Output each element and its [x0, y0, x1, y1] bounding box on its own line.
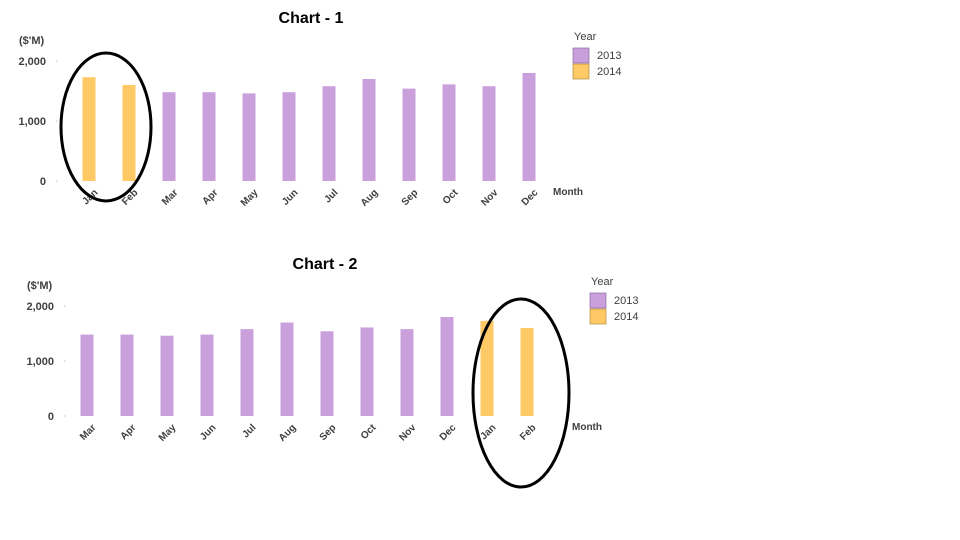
- x-axis-label: Month: [553, 187, 583, 198]
- bar-jun-2013: [200, 334, 214, 416]
- y-tick-mark: [64, 415, 66, 417]
- legend-label-2014: 2014: [597, 66, 621, 78]
- x-tick-label: Feb: [518, 422, 538, 442]
- x-tick-label: Mar: [78, 422, 98, 442]
- bar-jun-2013: [282, 92, 296, 181]
- y-tick-label: 0: [40, 176, 46, 188]
- legend-title: Year: [574, 31, 597, 43]
- legend: Year 2013 2014: [572, 31, 621, 80]
- y-tick-mark: [56, 60, 58, 62]
- y-tick-label: 0: [48, 411, 54, 423]
- highlight-circle: [471, 297, 571, 489]
- legend: Year 2013 2014: [589, 276, 638, 325]
- y-tick-label: 2,000: [26, 301, 54, 313]
- legend-label-2013: 2013: [614, 295, 638, 307]
- y-tick-label: 2,000: [18, 56, 46, 68]
- bar-mar-2013: [80, 334, 94, 416]
- x-tick-label: Sep: [318, 422, 339, 443]
- x-tick-label: Dec: [438, 422, 459, 443]
- bar-nov-2013: [400, 329, 414, 416]
- x-tick-label: Jul: [240, 422, 258, 440]
- bar-aug-2013: [362, 79, 376, 181]
- x-tick-label: Mar: [160, 187, 180, 207]
- legend-label-2014: 2014: [614, 311, 638, 323]
- bar-apr-2013: [120, 334, 134, 416]
- bar-nov-2013: [482, 86, 496, 181]
- bar-apr-2013: [202, 92, 216, 181]
- chart-1: Chart - 1 ($'M) Month Year 2013 2014 0 1,…: [18, 10, 621, 209]
- bar-dec-2013: [522, 73, 536, 181]
- chart-2: Chart - 2 ($'M) Month Year 2013 2014 0 1,…: [26, 256, 638, 489]
- x-tick-label: Jul: [322, 187, 340, 205]
- x-tick-label: Jun: [198, 422, 218, 442]
- chart-title: Chart - 2: [293, 256, 358, 273]
- bar-oct-2013: [360, 327, 374, 416]
- y-unit-label: ($'M): [19, 35, 45, 47]
- legend-label-2013: 2013: [597, 50, 621, 62]
- chart-title: Chart - 1: [279, 10, 344, 27]
- bar-feb-2014: [122, 85, 136, 181]
- x-tick-label: Aug: [277, 422, 299, 444]
- y-tick-mark: [56, 180, 58, 182]
- legend-title: Year: [591, 276, 614, 288]
- x-tick-label: Apr: [118, 422, 138, 442]
- bar-jul-2013: [240, 329, 254, 416]
- y-unit-label: ($'M): [27, 280, 53, 292]
- legend-swatch-2013: [589, 292, 607, 309]
- bar-sep-2013: [320, 331, 334, 416]
- y-tick-mark: [64, 360, 66, 362]
- x-tick-label: Apr: [200, 187, 220, 207]
- y-tick-mark: [56, 120, 58, 122]
- x-tick-label: Nov: [479, 187, 500, 208]
- legend-swatch-2014: [589, 308, 607, 325]
- y-tick-label: 1,000: [18, 116, 46, 128]
- bar-dec-2013: [440, 317, 454, 416]
- bar-may-2013: [160, 335, 174, 416]
- x-tick-label: May: [239, 187, 261, 209]
- x-tick-label: Oct: [359, 422, 379, 442]
- x-tick-label: Aug: [359, 187, 381, 209]
- bar-may-2013: [242, 93, 256, 181]
- x-tick-label: Nov: [397, 422, 418, 443]
- bar-aug-2013: [280, 322, 294, 416]
- y-tick-mark: [64, 305, 66, 307]
- x-tick-label: Dec: [520, 187, 541, 208]
- x-tick-label: Sep: [400, 187, 421, 208]
- x-tick-label: Oct: [441, 187, 461, 207]
- bar-jul-2013: [322, 86, 336, 181]
- x-tick-label: Jun: [280, 187, 300, 207]
- x-tick-label: Jan: [478, 422, 498, 442]
- x-axis-label: Month: [572, 422, 602, 433]
- legend-swatch-2014: [572, 63, 590, 80]
- highlight-circle: [59, 51, 153, 203]
- y-tick-label: 1,000: [26, 356, 54, 368]
- bar-mar-2013: [162, 92, 176, 181]
- x-tick-label: May: [157, 422, 179, 444]
- bar-jan-2014: [82, 77, 96, 181]
- bar-sep-2013: [402, 88, 416, 181]
- legend-swatch-2013: [572, 47, 590, 64]
- bar-feb-2014: [520, 328, 534, 416]
- bar-jan-2014: [480, 320, 494, 416]
- bar-oct-2013: [442, 84, 456, 181]
